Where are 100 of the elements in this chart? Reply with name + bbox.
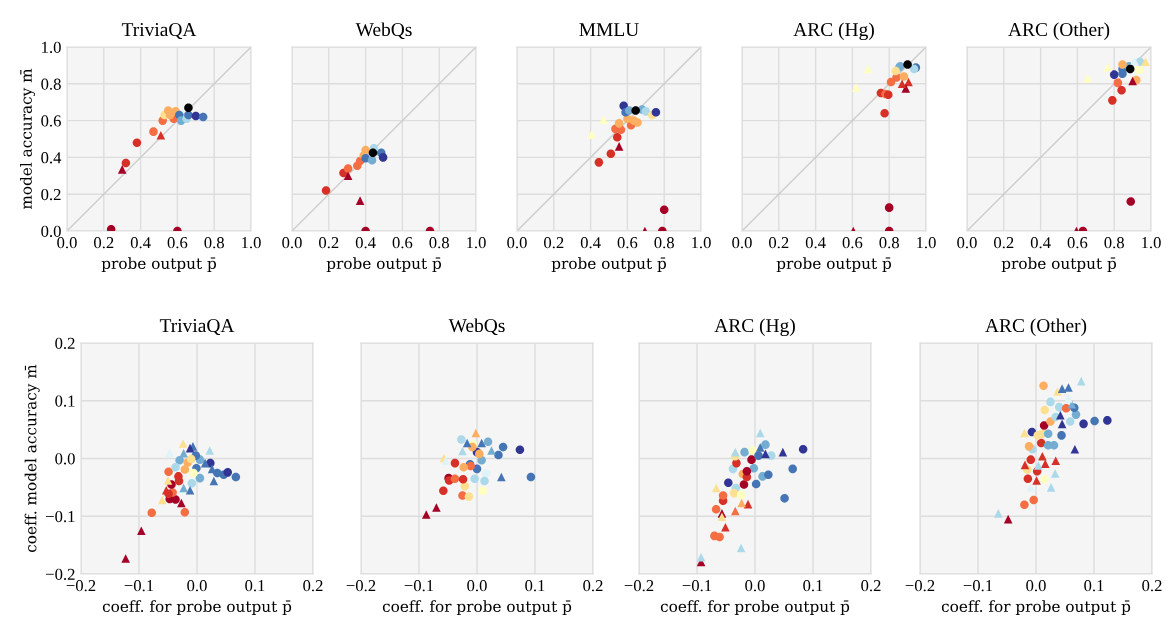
x-tick-label: 0.0 xyxy=(507,237,527,249)
point xyxy=(764,470,773,479)
point xyxy=(1103,62,1113,72)
point xyxy=(1108,96,1117,105)
x-axis-title: coeff. for probe output p̄ xyxy=(660,600,850,616)
point xyxy=(1064,383,1073,392)
x-tick-label: 0.0 xyxy=(957,237,977,249)
point xyxy=(1079,419,1088,429)
x-tick-label: 0.2 xyxy=(303,580,323,592)
point xyxy=(651,108,661,117)
y-tick-label: 0.4 xyxy=(41,152,62,164)
point xyxy=(478,486,488,496)
x-tick-label: −0.2 xyxy=(624,580,654,592)
point xyxy=(189,468,198,478)
point xyxy=(157,495,167,505)
point xyxy=(432,503,441,512)
point xyxy=(748,446,757,455)
x-tick-label: 0.0 xyxy=(282,237,302,249)
point xyxy=(184,103,193,112)
point xyxy=(378,153,388,162)
point xyxy=(458,475,468,484)
point xyxy=(487,446,496,455)
point xyxy=(459,462,468,472)
point xyxy=(1040,405,1049,415)
x-tick-label: 0.8 xyxy=(879,237,899,249)
point xyxy=(1041,459,1050,468)
x-axis-title: coeff. for probe output p̄ xyxy=(382,600,572,616)
x-tick-label: 1.0 xyxy=(917,237,936,249)
x-axis-title: coeff. for probe output p̄ xyxy=(102,600,292,616)
x-axis-title: coeff. for probe output p̄ xyxy=(941,600,1131,616)
x-tick-label: 0.0 xyxy=(1026,580,1046,592)
point xyxy=(1057,419,1067,429)
point xyxy=(899,72,909,81)
point xyxy=(731,447,740,457)
point xyxy=(164,467,173,477)
x-tick-label: 0.2 xyxy=(769,237,789,249)
point xyxy=(439,486,448,496)
point xyxy=(761,449,770,459)
x-tick-label: 0.2 xyxy=(583,580,603,592)
point xyxy=(780,494,789,503)
x-tick-label: 0.0 xyxy=(467,580,487,592)
point xyxy=(1141,57,1150,66)
y-tick-label: 0.0 xyxy=(41,225,61,238)
x-tick-label: 0.2 xyxy=(861,580,881,592)
x-tick-label: 0.4 xyxy=(580,237,601,249)
point xyxy=(205,446,215,455)
x-tick-label: 0.8 xyxy=(429,237,449,249)
point xyxy=(594,158,604,167)
point xyxy=(147,508,157,518)
y-tick-label: 1.0 xyxy=(42,41,61,54)
point xyxy=(1064,394,1073,403)
point xyxy=(470,474,479,483)
x-tick-label: −0.2 xyxy=(905,580,935,592)
point xyxy=(711,483,721,493)
x-tick-label: 1.0 xyxy=(467,237,486,249)
point xyxy=(599,115,608,124)
chart-title: TriviaQA xyxy=(121,23,197,40)
point xyxy=(731,506,740,516)
y-tick-label: −0.1 xyxy=(46,510,75,523)
point xyxy=(614,119,624,128)
x-tick-label: 0.6 xyxy=(842,237,863,249)
point xyxy=(117,165,127,174)
y-tick-label: 0.0 xyxy=(55,453,75,465)
point xyxy=(587,130,596,139)
y-tick-label: 0.2 xyxy=(55,337,75,350)
point xyxy=(754,451,763,460)
point xyxy=(450,458,460,468)
point xyxy=(740,447,749,457)
point xyxy=(515,445,525,455)
point xyxy=(497,472,506,482)
point xyxy=(749,464,759,473)
x-tick-label: 0.6 xyxy=(392,237,413,249)
point xyxy=(526,472,536,482)
point xyxy=(737,498,746,508)
point xyxy=(747,455,756,464)
point xyxy=(761,440,770,449)
point xyxy=(450,474,460,483)
x-tick-label: 0.1 xyxy=(525,580,545,592)
y-tick-label: 0.1 xyxy=(55,395,75,407)
point xyxy=(1051,456,1060,466)
point xyxy=(178,439,188,448)
x-tick-label: −0.1 xyxy=(124,580,154,592)
y-axis-title: model accuracy m̄ xyxy=(20,68,36,210)
point xyxy=(711,505,721,514)
point xyxy=(165,448,175,458)
point xyxy=(156,131,166,140)
x-tick-label: 0.2 xyxy=(1142,580,1162,592)
x-tick-label: 0.4 xyxy=(130,237,151,249)
point xyxy=(717,512,727,522)
x-tick-label: 0.6 xyxy=(1067,237,1088,249)
y-tick-label: 0.6 xyxy=(41,115,61,127)
point xyxy=(471,428,481,438)
point xyxy=(715,532,724,542)
point xyxy=(1053,387,1062,396)
point xyxy=(480,476,489,486)
point xyxy=(421,510,431,519)
point xyxy=(1126,197,1136,206)
point xyxy=(1090,416,1099,426)
point xyxy=(1057,384,1067,393)
point xyxy=(1057,431,1066,440)
